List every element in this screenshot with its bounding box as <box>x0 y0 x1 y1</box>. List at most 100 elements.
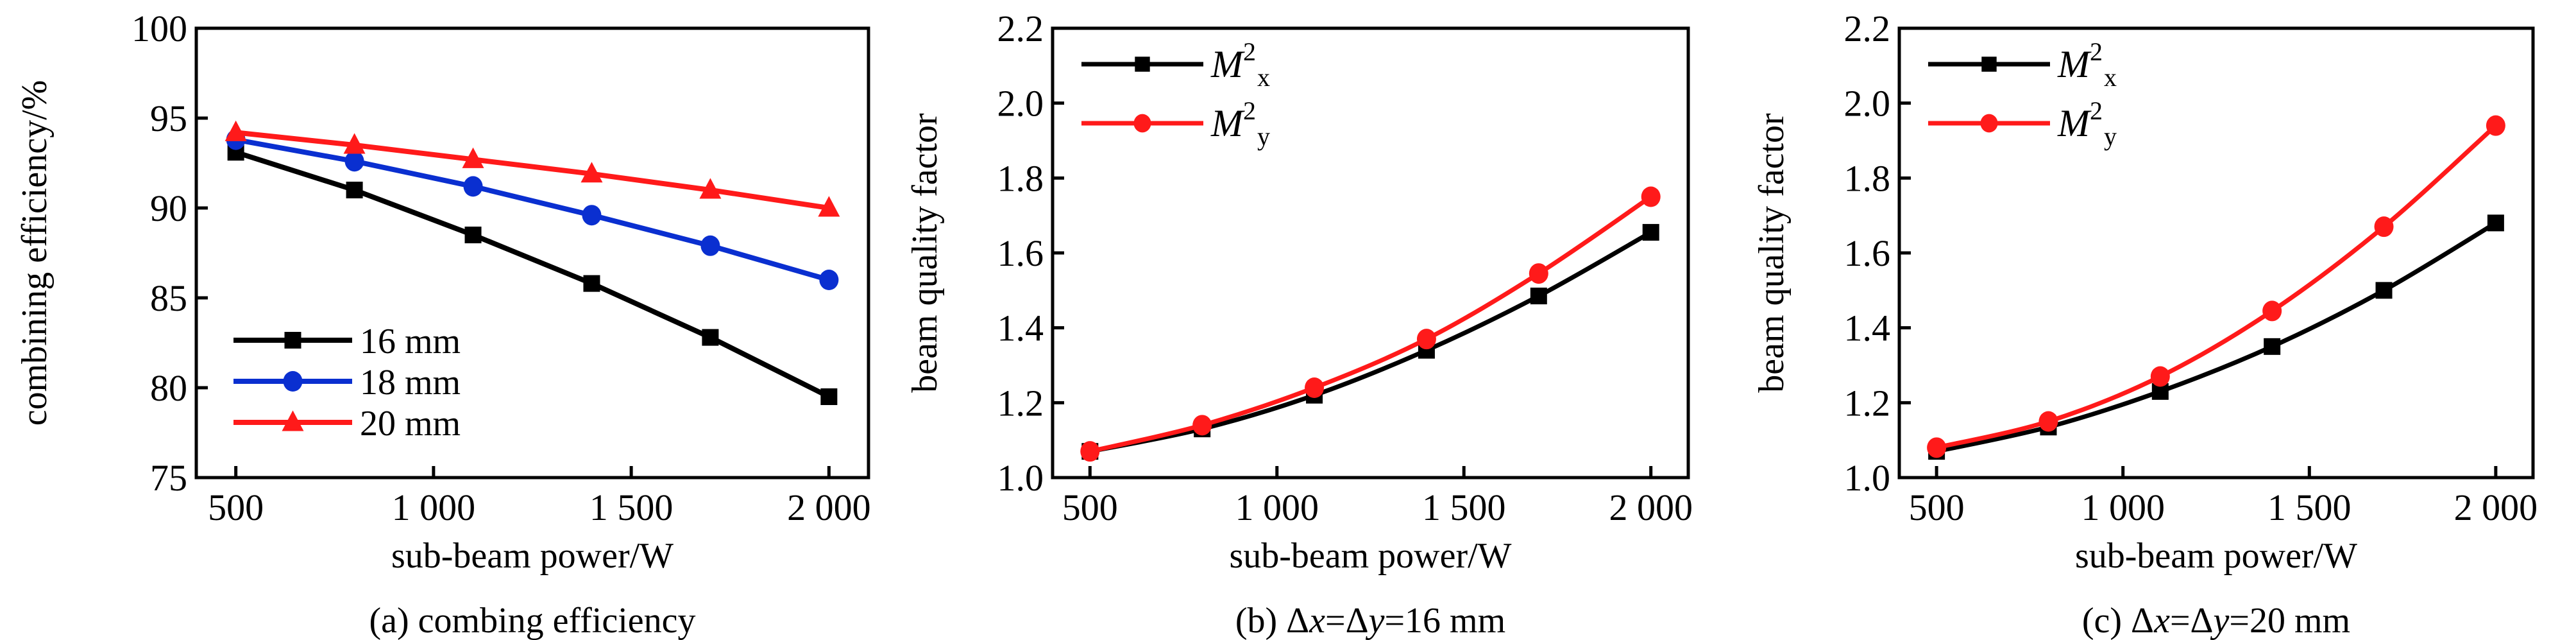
plot-frame <box>194 26 870 480</box>
y-tick-label: 2.2 <box>997 8 1044 49</box>
panel-caption: (a) combing efficiency <box>369 601 696 640</box>
data-point-circle <box>1927 437 1947 458</box>
y-tick-label: 2.0 <box>997 83 1044 125</box>
x-axis-label: sub-beam power/W <box>2075 536 2357 576</box>
legend-label: 16 mm <box>360 322 461 361</box>
data-point-circle <box>2038 411 2058 432</box>
legend-label: M2x <box>2057 37 2117 92</box>
panel-caption: (c) Δx=Δy=20 mm <box>2082 601 2350 640</box>
legend-marker-circle <box>1133 114 1151 133</box>
data-point-circle <box>582 205 602 226</box>
x-tick-label: 1 000 <box>392 487 476 528</box>
y-tick-label: 1.4 <box>997 307 1044 349</box>
legend-label-sup: 2 <box>1243 96 1256 125</box>
data-point-circle <box>1080 441 1100 462</box>
data-point-square <box>2264 338 2281 355</box>
caption-mid: =Δ <box>2170 601 2214 640</box>
x-tick-label: 2 000 <box>787 487 871 528</box>
data-point-square <box>1642 223 1659 241</box>
y-tick-label: 95 <box>150 98 187 139</box>
data-point-circle <box>700 235 720 256</box>
series-line <box>235 130 829 211</box>
series-line <box>1089 195 1652 454</box>
series-line <box>1936 124 2498 450</box>
data-point-triangle <box>225 120 247 141</box>
x-tick-label: 500 <box>1909 487 1965 528</box>
data-point-square <box>702 329 719 346</box>
data-point-circle <box>2262 300 2282 322</box>
series-m-x-2 <box>1928 214 2504 460</box>
legend-label-main: M <box>1210 102 1245 144</box>
y-tick-label: 1.4 <box>1844 307 1891 349</box>
data-point-circle <box>344 151 364 172</box>
panel-a: 75 80 85 90 95 100 500 1 000 1 500 2 000 sub-beam … <box>15 8 871 640</box>
caption-mid: =Δ <box>1325 601 1369 640</box>
legend-label-sup: 2 <box>2090 96 2103 125</box>
y-tick-label: 1.6 <box>997 232 1044 274</box>
data-point-circle <box>1416 329 1436 350</box>
legend-label-main: M <box>1210 43 1245 85</box>
legend-marker-square <box>1135 56 1150 72</box>
data-point-circle <box>463 176 483 197</box>
legend-label-sub: x <box>1257 63 1270 92</box>
legend-label-main: M <box>2057 43 2092 85</box>
data-point-triangle <box>699 178 722 199</box>
data-point-circle <box>1529 263 1548 284</box>
y-tick-label: 100 <box>131 8 187 49</box>
legend-label-sup: 2 <box>2090 37 2103 66</box>
x-tick-label: 1 000 <box>2081 487 2165 528</box>
y-axis-label: beam quality factor <box>905 113 945 393</box>
data-point-circle <box>2150 366 2170 387</box>
data-point-triangle <box>580 162 603 183</box>
x-tick-label: 1 500 <box>1422 487 1506 528</box>
data-point-triangle <box>462 147 484 168</box>
series-m-y-2 <box>1080 186 1661 462</box>
series-18-mm <box>226 129 839 290</box>
legend-marker-square <box>284 332 301 349</box>
x-tick-label: 2 000 <box>1609 487 1693 528</box>
x-tick-label: 2 000 <box>2454 487 2538 528</box>
panel-caption: (b) Δx=Δy=16 mm <box>1235 601 1505 640</box>
legend-label: 18 mm <box>360 363 461 402</box>
caption-prefix: (c) Δ <box>2082 601 2154 640</box>
series-line <box>1936 221 2497 454</box>
x-tick-label: 500 <box>208 487 264 528</box>
data-point-circle <box>2486 115 2505 136</box>
y-tick-label: 2.2 <box>1844 8 1891 49</box>
y-axis-label: combining efficiency/% <box>15 80 55 426</box>
panel-c: 1.0 1.2 1.4 1.6 1.8 2.0 2.2 500 1 000 1 500 2 000 s… <box>1752 8 2538 640</box>
y-tick-label: 1.0 <box>1844 457 1891 499</box>
y-tick-label: 75 <box>150 457 187 499</box>
caption-suffix: =16 mm <box>1384 601 1505 640</box>
x-tick-label: 500 <box>1062 487 1118 528</box>
legend-label: 20 mm <box>360 404 461 444</box>
data-point-circle <box>1192 415 1212 436</box>
legend-label: M2y <box>1210 96 1270 151</box>
data-point-square <box>820 388 838 405</box>
x-tick-label: 1 500 <box>2267 487 2351 528</box>
data-point-circle <box>1305 377 1325 398</box>
caption-var-y: y <box>2210 601 2230 640</box>
y-tick-label: 90 <box>150 187 187 229</box>
caption-suffix: =20 mm <box>2229 601 2350 640</box>
data-point-triangle <box>343 133 366 154</box>
y-tick-label: 1.0 <box>997 457 1044 499</box>
data-point-triangle <box>818 196 840 217</box>
legend-marker-circle <box>1980 114 1998 133</box>
legend-marker-circle <box>283 371 303 392</box>
y-tick-label: 1.2 <box>997 382 1044 424</box>
y-axis-label: beam quality factor <box>1752 113 1792 393</box>
series-m-x-2 <box>1081 223 1659 460</box>
data-point-square <box>2487 214 2504 232</box>
legend-marker-square <box>1981 56 1997 72</box>
legend-label-sub: y <box>2104 122 2117 151</box>
caption-prefix: (b) Δ <box>1235 601 1309 640</box>
data-point-circle <box>2374 216 2394 238</box>
data-point-square <box>346 182 363 198</box>
x-axis-label: sub-beam power/W <box>391 536 674 576</box>
data-point-square <box>464 227 482 243</box>
